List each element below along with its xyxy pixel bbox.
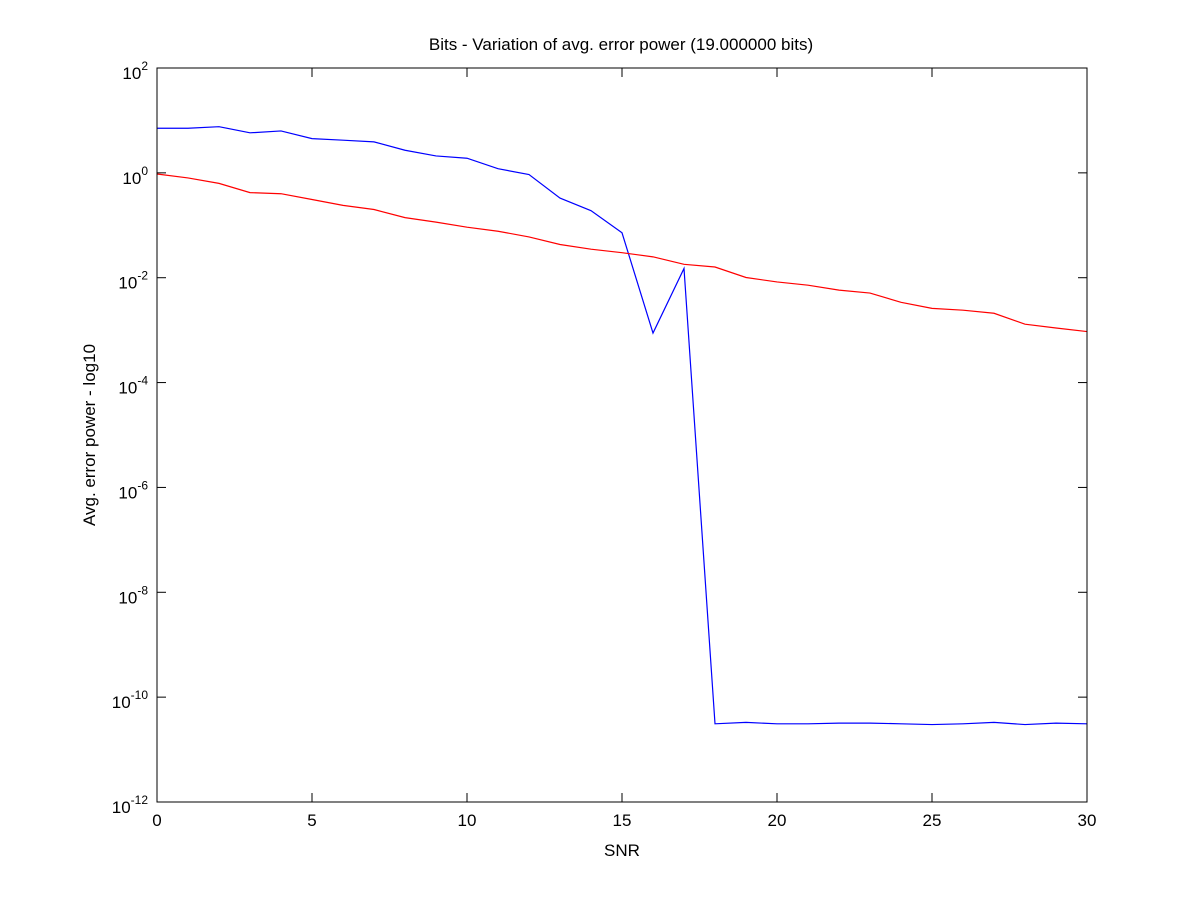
series-layer	[156, 126, 1088, 726]
y-tick-label-exponent: 0	[141, 164, 148, 178]
x-tick-label: 10	[458, 811, 477, 830]
y-tick-label-exponent: -2	[137, 269, 148, 283]
x-axis-label: SNR	[604, 841, 640, 860]
x-tick-label: 15	[613, 811, 632, 830]
series-line-1	[157, 126, 1088, 726]
y-tick-label-base: 10	[118, 274, 137, 293]
plot-axes: 0 5 10 15 20 25 3010210010-210-410-610-810-101…	[112, 59, 1097, 830]
y-tick-label-exponent: 2	[141, 59, 148, 73]
y-tick-label-base: 10	[112, 798, 131, 817]
plot-frame	[156, 67, 1088, 803]
x-tick-label: 5	[307, 811, 316, 830]
y-tick-label-base: 10	[118, 483, 137, 502]
y-tick-label-base: 10	[118, 379, 137, 398]
y-tick-label: 10-10	[112, 688, 149, 712]
series-line-2	[156, 173, 1088, 333]
y-tick-label-exponent: -4	[137, 374, 148, 388]
y-tick-label-exponent: -8	[137, 583, 148, 597]
y-tick-label: 10-4	[118, 374, 148, 398]
y-tick-label: 10-6	[118, 478, 148, 502]
y-axis-label: Avg. error power - log10	[80, 344, 99, 526]
y-tick-label-base: 10	[118, 588, 137, 607]
x-tick-label: 25	[923, 811, 942, 830]
x-tick-label: 20	[768, 811, 787, 830]
x-tick-label: 0	[152, 811, 161, 830]
y-tick-label-exponent: -10	[131, 688, 149, 702]
y-tick-label-base: 10	[122, 169, 141, 188]
x-tick-label: 30	[1078, 811, 1097, 830]
y-tick-label: 10-12	[112, 793, 149, 817]
y-tick-label: 100	[122, 164, 148, 188]
y-tick-label-base: 10	[122, 64, 141, 83]
y-tick-label-exponent: -12	[131, 793, 149, 807]
chart-title: Bits - Variation of avg. error power (19…	[429, 35, 813, 54]
y-tick-label-exponent: -6	[137, 478, 148, 492]
y-tick-label-base: 10	[112, 693, 131, 712]
y-tick-label: 10-2	[118, 269, 148, 293]
y-tick-label: 10-8	[118, 583, 148, 607]
y-tick-label: 102	[122, 59, 148, 83]
